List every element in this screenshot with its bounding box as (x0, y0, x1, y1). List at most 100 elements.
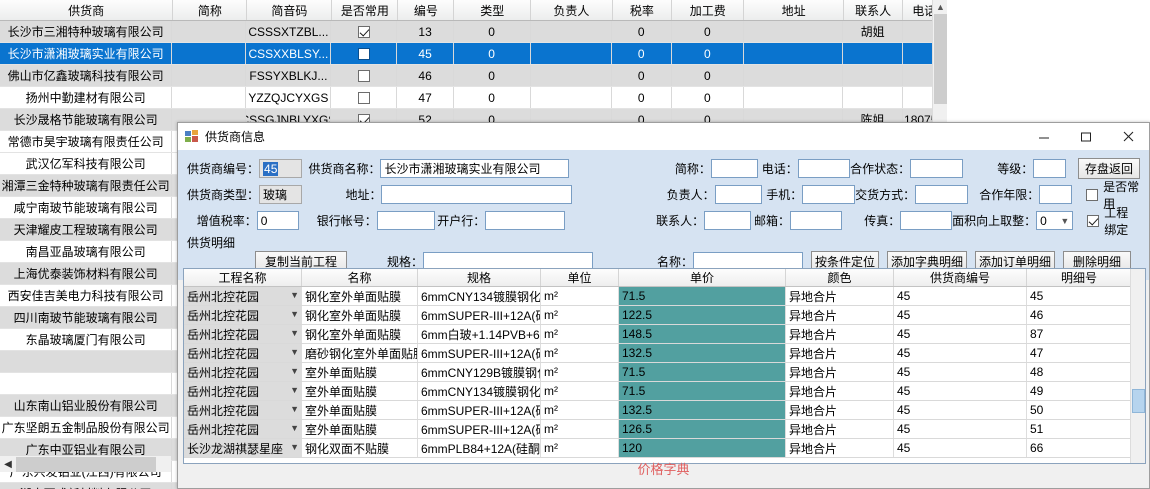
cell-detail-no: 47 (1027, 344, 1132, 362)
area-roundup-select[interactable]: 0 ▼ (1036, 211, 1074, 230)
table-row[interactable]: 岳州北控花园 ▼ 钢化室外单面贴膜 6mmCNY134镀膜钢化 m² 71.5 异地合片 45… (184, 287, 1145, 306)
cell-project[interactable]: 岳州北控花园 ▼ (184, 287, 302, 305)
cell-spec: 6mm白玻+1.14PVB+6mm... (418, 325, 541, 343)
dcol-name[interactable]: 名称 (302, 269, 418, 286)
scroll-left-icon[interactable]: ◀ (4, 459, 12, 470)
supplier-name-field[interactable]: 长沙市潇湘玻璃实业有限公司 (380, 159, 570, 178)
project-bind-check-icon[interactable] (1087, 214, 1100, 227)
col-abbr[interactable]: 简称 (173, 0, 248, 20)
mobile-field[interactable] (802, 185, 856, 204)
phone-field[interactable] (797, 159, 851, 178)
dcol-color[interactable]: 颜色 (786, 269, 894, 286)
chevron-down-icon[interactable]: ▼ (290, 290, 299, 300)
add-dict-detail-button[interactable]: 添加字典明细 (887, 251, 967, 272)
col-common[interactable]: 是否常用 (332, 0, 399, 20)
cell-project[interactable]: 长沙龙湖祺瑟星座 ▼ (184, 439, 302, 457)
vat-field[interactable]: 0 (256, 211, 299, 230)
cell-project[interactable]: 岳州北控花园 ▼ (184, 401, 302, 419)
cell-project[interactable]: 岳州北控花园 ▼ (184, 363, 302, 381)
supplier-no-field[interactable]: 45 (259, 159, 302, 178)
chevron-down-icon[interactable]: ▼ (1060, 215, 1070, 226)
dcol-detail-no[interactable]: 明细号 (1027, 269, 1132, 286)
cell-detail-no: 46 (1027, 306, 1132, 324)
table-row[interactable]: 岳州北控花园▼磨砂钢化室外单面贴膜6mmSUPER-III+12A(硅...m²… (184, 344, 1145, 363)
common-checkbox-icon[interactable] (357, 25, 370, 38)
col-code[interactable]: 简音码 (247, 0, 333, 20)
scroll-up-icon[interactable]: ▲ (936, 2, 945, 12)
cell-color: 异地合片 (786, 363, 894, 381)
cell-fee: 0 (672, 87, 745, 108)
common-checkbox-icon[interactable] (357, 91, 370, 104)
email-field[interactable] (790, 211, 842, 230)
chevron-down-icon[interactable]: ▼ (290, 442, 299, 452)
table-row[interactable]: 岳州北控花园 ▼ 室外单面贴膜 6mmCNY129B镀膜钢化 m² 71.5 异地合片 45 4… (184, 363, 1145, 382)
minimize-icon[interactable] (1023, 123, 1065, 150)
col-supplier[interactable]: 供货商 (0, 0, 174, 20)
chevron-down-icon[interactable]: ▼ (290, 423, 299, 433)
dcol-spec[interactable]: 规格 (418, 269, 541, 286)
col-no[interactable]: 编号 (398, 0, 455, 20)
locate-by-condition-button[interactable]: 按条件定位 (811, 251, 879, 272)
table-row[interactable]: 岳州北控花园▼钢化室外单面贴膜6mm白玻+1.14PVB+6mm...m²148… (184, 325, 1145, 344)
col-contact[interactable]: 联系人 (843, 0, 904, 20)
detail-grid[interactable]: 工程名称 名称 规格 单位 单价 颜色 供货商编号 明细号 岳州北控花园 ▼ 钢化室… (183, 268, 1146, 464)
is-common-check-icon[interactable] (1086, 188, 1099, 201)
chevron-down-icon[interactable]: ▼ (290, 347, 299, 357)
project-bind-checkbox[interactable]: 工程绑定 (1087, 204, 1140, 238)
supplier-grid-hscrollbar[interactable]: ◀ (0, 455, 171, 472)
chevron-down-icon[interactable]: ▼ (290, 404, 299, 414)
col-type[interactable]: 类型 (454, 0, 532, 20)
bank-name-field[interactable] (485, 211, 565, 230)
coop-status-field[interactable] (910, 159, 963, 178)
table-row[interactable]: 扬州中勤建材有限公司 YZZQJCYXGS 47 0 0 0 (0, 87, 946, 109)
coop-years-field[interactable] (1039, 185, 1073, 204)
table-row[interactable]: 长沙市潇湘玻璃实业有限公司 CSSXXBLSY... 45 0 0 0 (0, 43, 946, 65)
table-row[interactable]: 长沙市三湘特种玻璃有限公司 CSSSXTZBL... 13 0 0 0 胡姐 (0, 21, 946, 43)
table-row[interactable]: 岳州北控花园 ▼ 室外单面贴膜 6mmCNY134镀膜钢化 m² 71.5 异地合片 45 49 (184, 382, 1145, 401)
delivery-field[interactable] (915, 185, 968, 204)
grade-field[interactable] (1033, 159, 1066, 178)
close-icon[interactable] (1107, 123, 1149, 150)
detail-grid-vscrollbar[interactable] (1130, 269, 1145, 463)
col-owner[interactable]: 负责人 (531, 0, 613, 20)
table-row[interactable]: 岳州北控花园▼钢化室外单面贴膜6mmSUPER-III+12A(硅...m²12… (184, 306, 1145, 325)
maximize-icon[interactable] (1065, 123, 1107, 150)
dcol-supplier-no[interactable]: 供货商编号 (894, 269, 1027, 286)
col-fee[interactable]: 加工费 (672, 0, 745, 20)
save-return-button[interactable]: 存盘返回 (1077, 158, 1140, 179)
cell-project[interactable]: 岳州北控花园 ▼ (184, 344, 302, 362)
supplier-type-field[interactable]: 玻璃 (259, 185, 302, 204)
bank-account-field[interactable] (376, 211, 435, 230)
address-field[interactable] (381, 185, 572, 204)
cell-project[interactable]: 岳州北控花园 ▼ (184, 382, 302, 400)
chevron-down-icon[interactable]: ▼ (290, 309, 299, 319)
chevron-down-icon[interactable]: ▼ (290, 366, 299, 376)
col-tax[interactable]: 税率 (612, 0, 673, 20)
cell-project[interactable]: 岳州北控花园 ▼ (184, 420, 302, 438)
table-row[interactable]: 岳州北控花园▼室外单面贴膜6mmSUPER-III+12A(硅...m²132.… (184, 401, 1145, 420)
common-checkbox-icon[interactable] (357, 47, 370, 60)
col-address[interactable]: 地址 (744, 0, 844, 20)
dcol-project[interactable]: 工程名称 (184, 269, 302, 286)
fax-field[interactable] (900, 211, 953, 230)
dcol-price[interactable]: 单价 (619, 269, 786, 286)
dcol-unit[interactable]: 单位 (541, 269, 619, 286)
table-row[interactable]: 长沙龙湖祺瑟星座▼钢化双面不贴膜6mmPLB84+12A(硅酮胶...m²120… (184, 439, 1145, 458)
detail-vscroll-thumb[interactable] (1132, 389, 1145, 413)
table-row[interactable]: 岳州北控花园▼室外单面贴膜6mmSUPER-III+12A(硅...m²126.… (184, 420, 1145, 439)
cell-supplier-no: 45 (894, 382, 1027, 400)
owner-field[interactable] (714, 185, 763, 204)
cell-project[interactable]: 岳州北控花园 ▼ (184, 325, 302, 343)
hscroll-thumb[interactable] (16, 457, 156, 472)
add-order-detail-button[interactable]: 添加订单明细 (975, 251, 1055, 272)
contact-field[interactable] (704, 211, 752, 230)
chevron-down-icon[interactable]: ▼ (290, 385, 299, 395)
table-row[interactable]: 佛山市亿鑫玻璃科技有限公司 FSSYXBLKJ... 46 0 0 0 (0, 65, 946, 87)
dialog-titlebar[interactable]: 供货商信息 (178, 123, 1149, 150)
abbr-field[interactable] (710, 159, 759, 178)
is-common-checkbox[interactable]: 是否常用 (1086, 178, 1140, 212)
chevron-down-icon[interactable]: ▼ (290, 328, 299, 338)
common-checkbox-icon[interactable] (357, 69, 370, 82)
cell-project[interactable]: 岳州北控花园 ▼ (184, 306, 302, 324)
vscroll-thumb[interactable] (934, 14, 947, 104)
